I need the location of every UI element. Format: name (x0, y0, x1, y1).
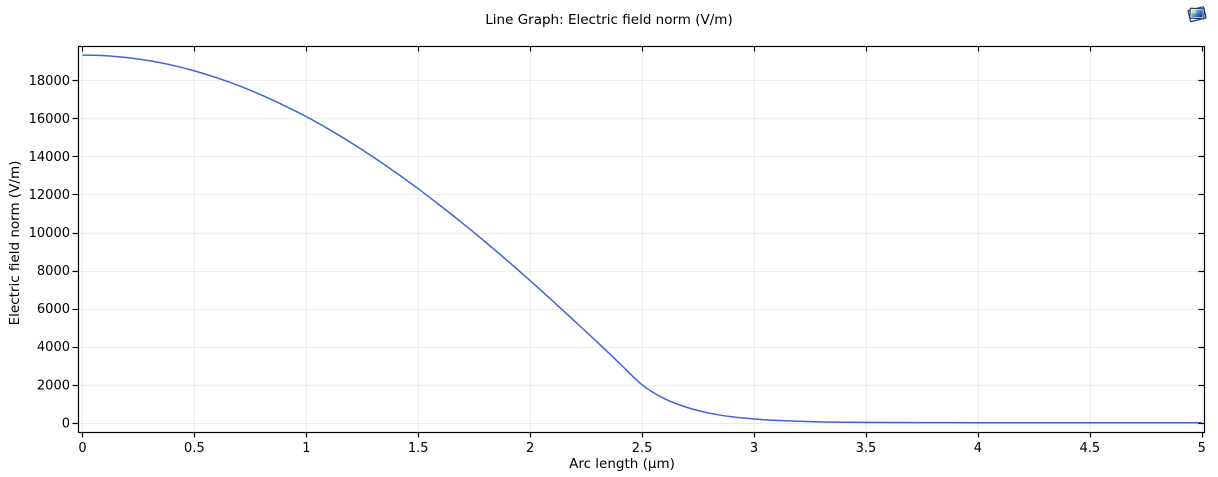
plot-frame (77, 45, 1206, 434)
x-tick-label: 1 (302, 441, 310, 456)
x-tick-label: 1.5 (408, 441, 429, 456)
y-tick-label: 2000 (37, 378, 70, 393)
x-tick-label: 0 (78, 441, 86, 456)
plot-window-icon (1185, 3, 1209, 25)
data-line (82, 54, 1202, 424)
x-tick-label: 2 (526, 441, 534, 456)
x-tick-label: 4.5 (1079, 441, 1100, 456)
y-tick-label: 8000 (37, 264, 70, 279)
x-tick-label: 2.5 (632, 441, 653, 456)
y-tick-label: 18000 (29, 74, 70, 89)
x-tick-label: 4 (974, 441, 982, 456)
x-tick-label: 5 (1198, 441, 1206, 456)
y-tick-label: 0 (62, 416, 70, 431)
x-axis-label: Arc length (µm) (569, 456, 675, 472)
y-tick-label: 6000 (37, 302, 70, 317)
y-axis-label: Electric field norm (V/m) (7, 160, 23, 326)
x-tick-label: 3.5 (856, 441, 877, 456)
plot-title: Line Graph: Electric field norm (V/m) (485, 12, 733, 28)
y-tick-label: 16000 (29, 112, 70, 127)
x-tick-label: 0.5 (184, 441, 205, 456)
y-tick-label: 10000 (29, 226, 70, 241)
y-tick-label: 12000 (29, 188, 70, 203)
y-tick-label: 4000 (37, 340, 70, 355)
y-tick-label: 14000 (29, 150, 70, 165)
x-tick-label: 3 (750, 441, 758, 456)
